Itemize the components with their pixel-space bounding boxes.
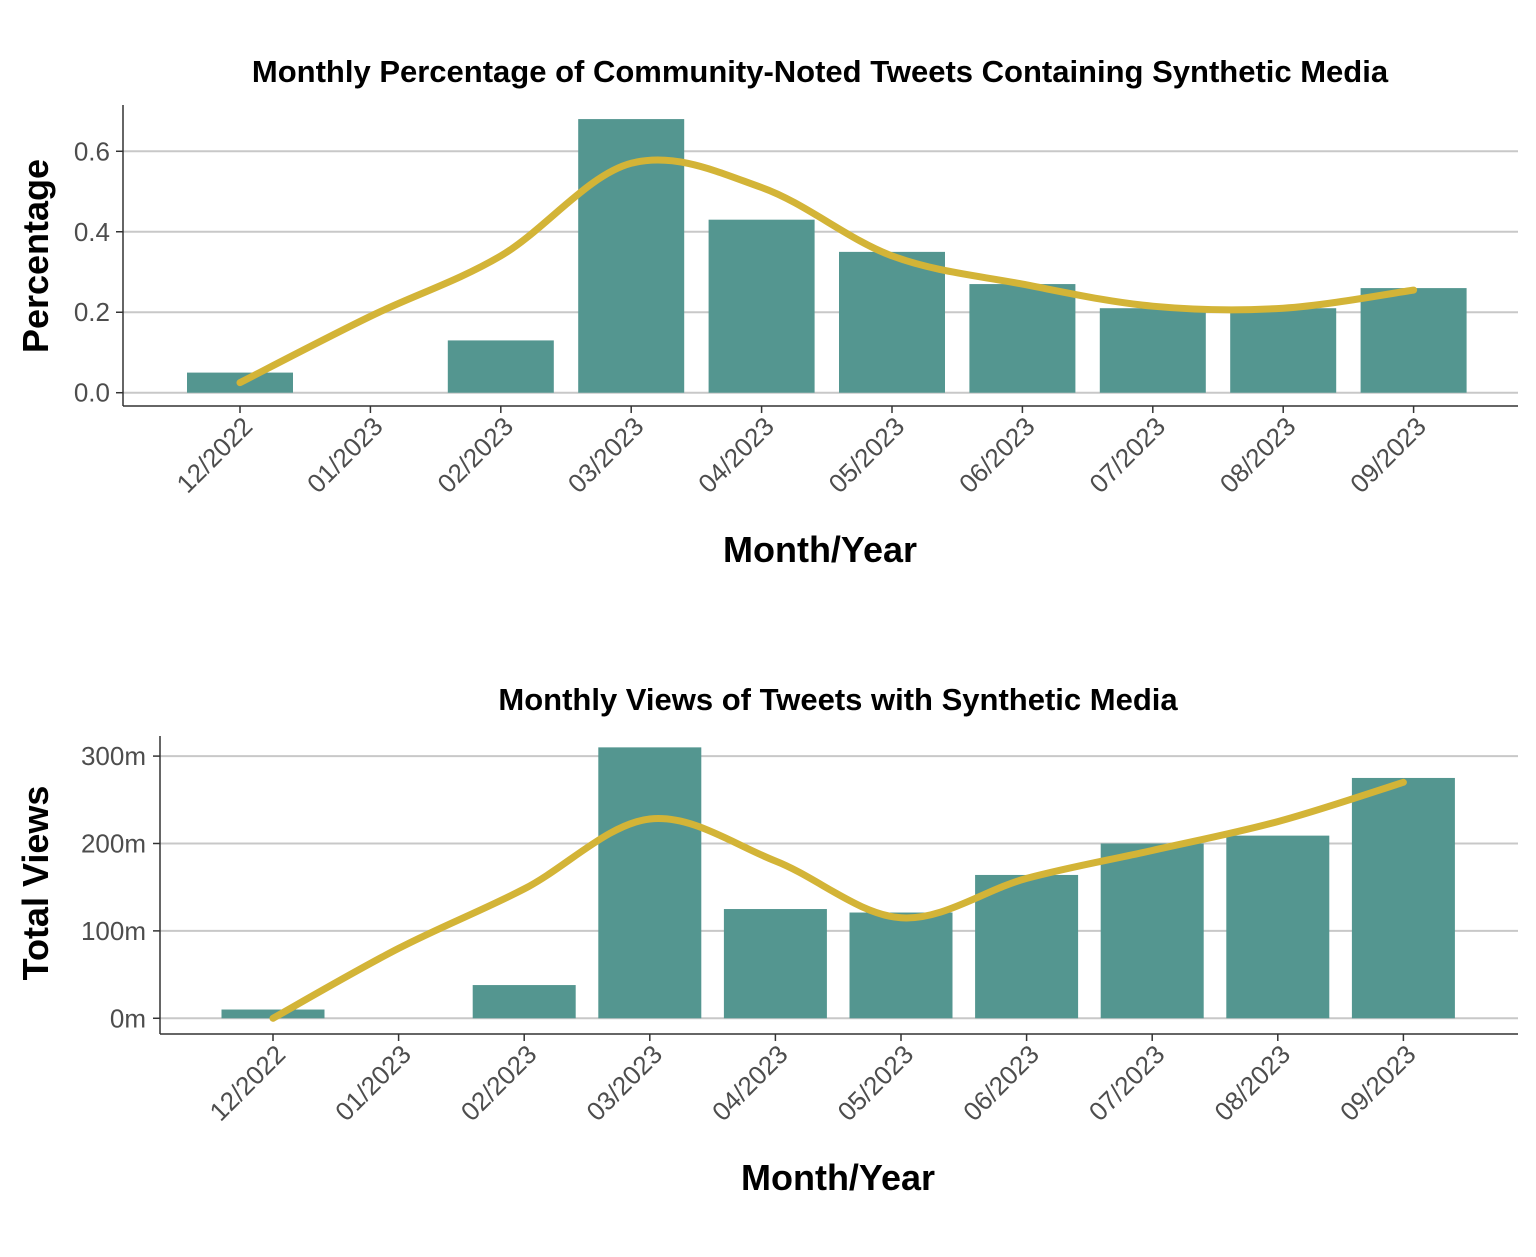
chart-title: Monthly Percentage of Community-Noted Tw… <box>252 54 1389 89</box>
bar <box>1360 288 1467 393</box>
x-tick-label: 09/2023 <box>1334 1039 1422 1127</box>
bar <box>472 985 576 1019</box>
x-tick-label: 02/2023 <box>431 411 519 499</box>
x-tick-label: 06/2023 <box>957 1039 1045 1127</box>
bar <box>1230 308 1337 393</box>
trend-line <box>269 778 1407 1022</box>
x-tick-label: 07/2023 <box>1083 1039 1171 1127</box>
bar <box>839 251 945 393</box>
x-tick-label: 05/2023 <box>832 1039 920 1127</box>
bar <box>849 912 953 1019</box>
x-tick-label: 12/2022 <box>204 1039 292 1127</box>
bar <box>708 219 815 393</box>
bar-series <box>221 747 1455 1019</box>
bar <box>447 340 554 393</box>
x-tick-label: 09/2023 <box>1344 411 1432 499</box>
views-chart: Monthly Views of Tweets with Synthetic M… <box>15 682 1518 1198</box>
bar <box>1226 835 1330 1019</box>
x-tick-label: 03/2023 <box>562 411 650 499</box>
bar <box>221 1009 325 1019</box>
y-axis-ticks: 0m 100m 200m 300m <box>81 741 160 1033</box>
bar-series <box>187 119 1467 393</box>
x-axis-title: Month/Year <box>741 1157 935 1198</box>
x-tick-label: 03/2023 <box>580 1039 668 1127</box>
axes <box>159 736 1518 1035</box>
x-tick-label: 04/2023 <box>706 1039 794 1127</box>
bar <box>975 874 1079 1019</box>
y-axis-title: Percentage <box>15 159 56 353</box>
x-tick-label: 04/2023 <box>692 411 780 499</box>
x-tick-label: 02/2023 <box>455 1039 543 1127</box>
x-axis-ticks: 12/2022 01/2023 02/2023 03/2023 04/2023 05/20… <box>204 1034 1422 1127</box>
x-tick-label: 08/2023 <box>1214 411 1302 499</box>
y-axis-ticks: 0.0 0.2 0.4 0.6 <box>74 136 123 408</box>
y-axis-title: Total Views <box>15 786 56 981</box>
bar <box>1351 777 1455 1019</box>
x-tick-label: 06/2023 <box>953 411 1041 499</box>
bar <box>598 747 702 1019</box>
y-tick-label: 0.4 <box>74 217 110 247</box>
y-tick-label: 200m <box>81 828 146 858</box>
x-axis-ticks: 12/2022 01/2023 02/2023 03/2023 04/2023 05/20… <box>171 406 1432 499</box>
x-tick-label: 08/2023 <box>1208 1039 1296 1127</box>
axes <box>122 105 1518 407</box>
y-tick-label: 0m <box>110 1003 146 1033</box>
bar <box>969 284 1076 393</box>
bar <box>1100 843 1204 1019</box>
x-axis-title: Month/Year <box>723 529 917 570</box>
percentage-chart: Monthly Percentage of Community-Noted Tw… <box>15 54 1518 570</box>
trend-line <box>236 156 1418 387</box>
bar <box>723 909 827 1019</box>
x-tick-label: 01/2023 <box>301 411 389 499</box>
y-tick-label: 0.0 <box>74 378 110 408</box>
y-tick-label: 100m <box>81 916 146 946</box>
x-tick-label: 07/2023 <box>1083 411 1171 499</box>
chart-title: Monthly Views of Tweets with Synthetic M… <box>498 682 1178 717</box>
y-tick-label: 0.6 <box>74 136 110 166</box>
x-tick-label: 01/2023 <box>329 1039 417 1127</box>
x-tick-label: 05/2023 <box>823 411 911 499</box>
x-tick-label: 12/2022 <box>171 411 259 499</box>
bar <box>1099 308 1206 393</box>
y-tick-label: 0.2 <box>74 297 110 327</box>
y-tick-label: 300m <box>81 741 146 771</box>
